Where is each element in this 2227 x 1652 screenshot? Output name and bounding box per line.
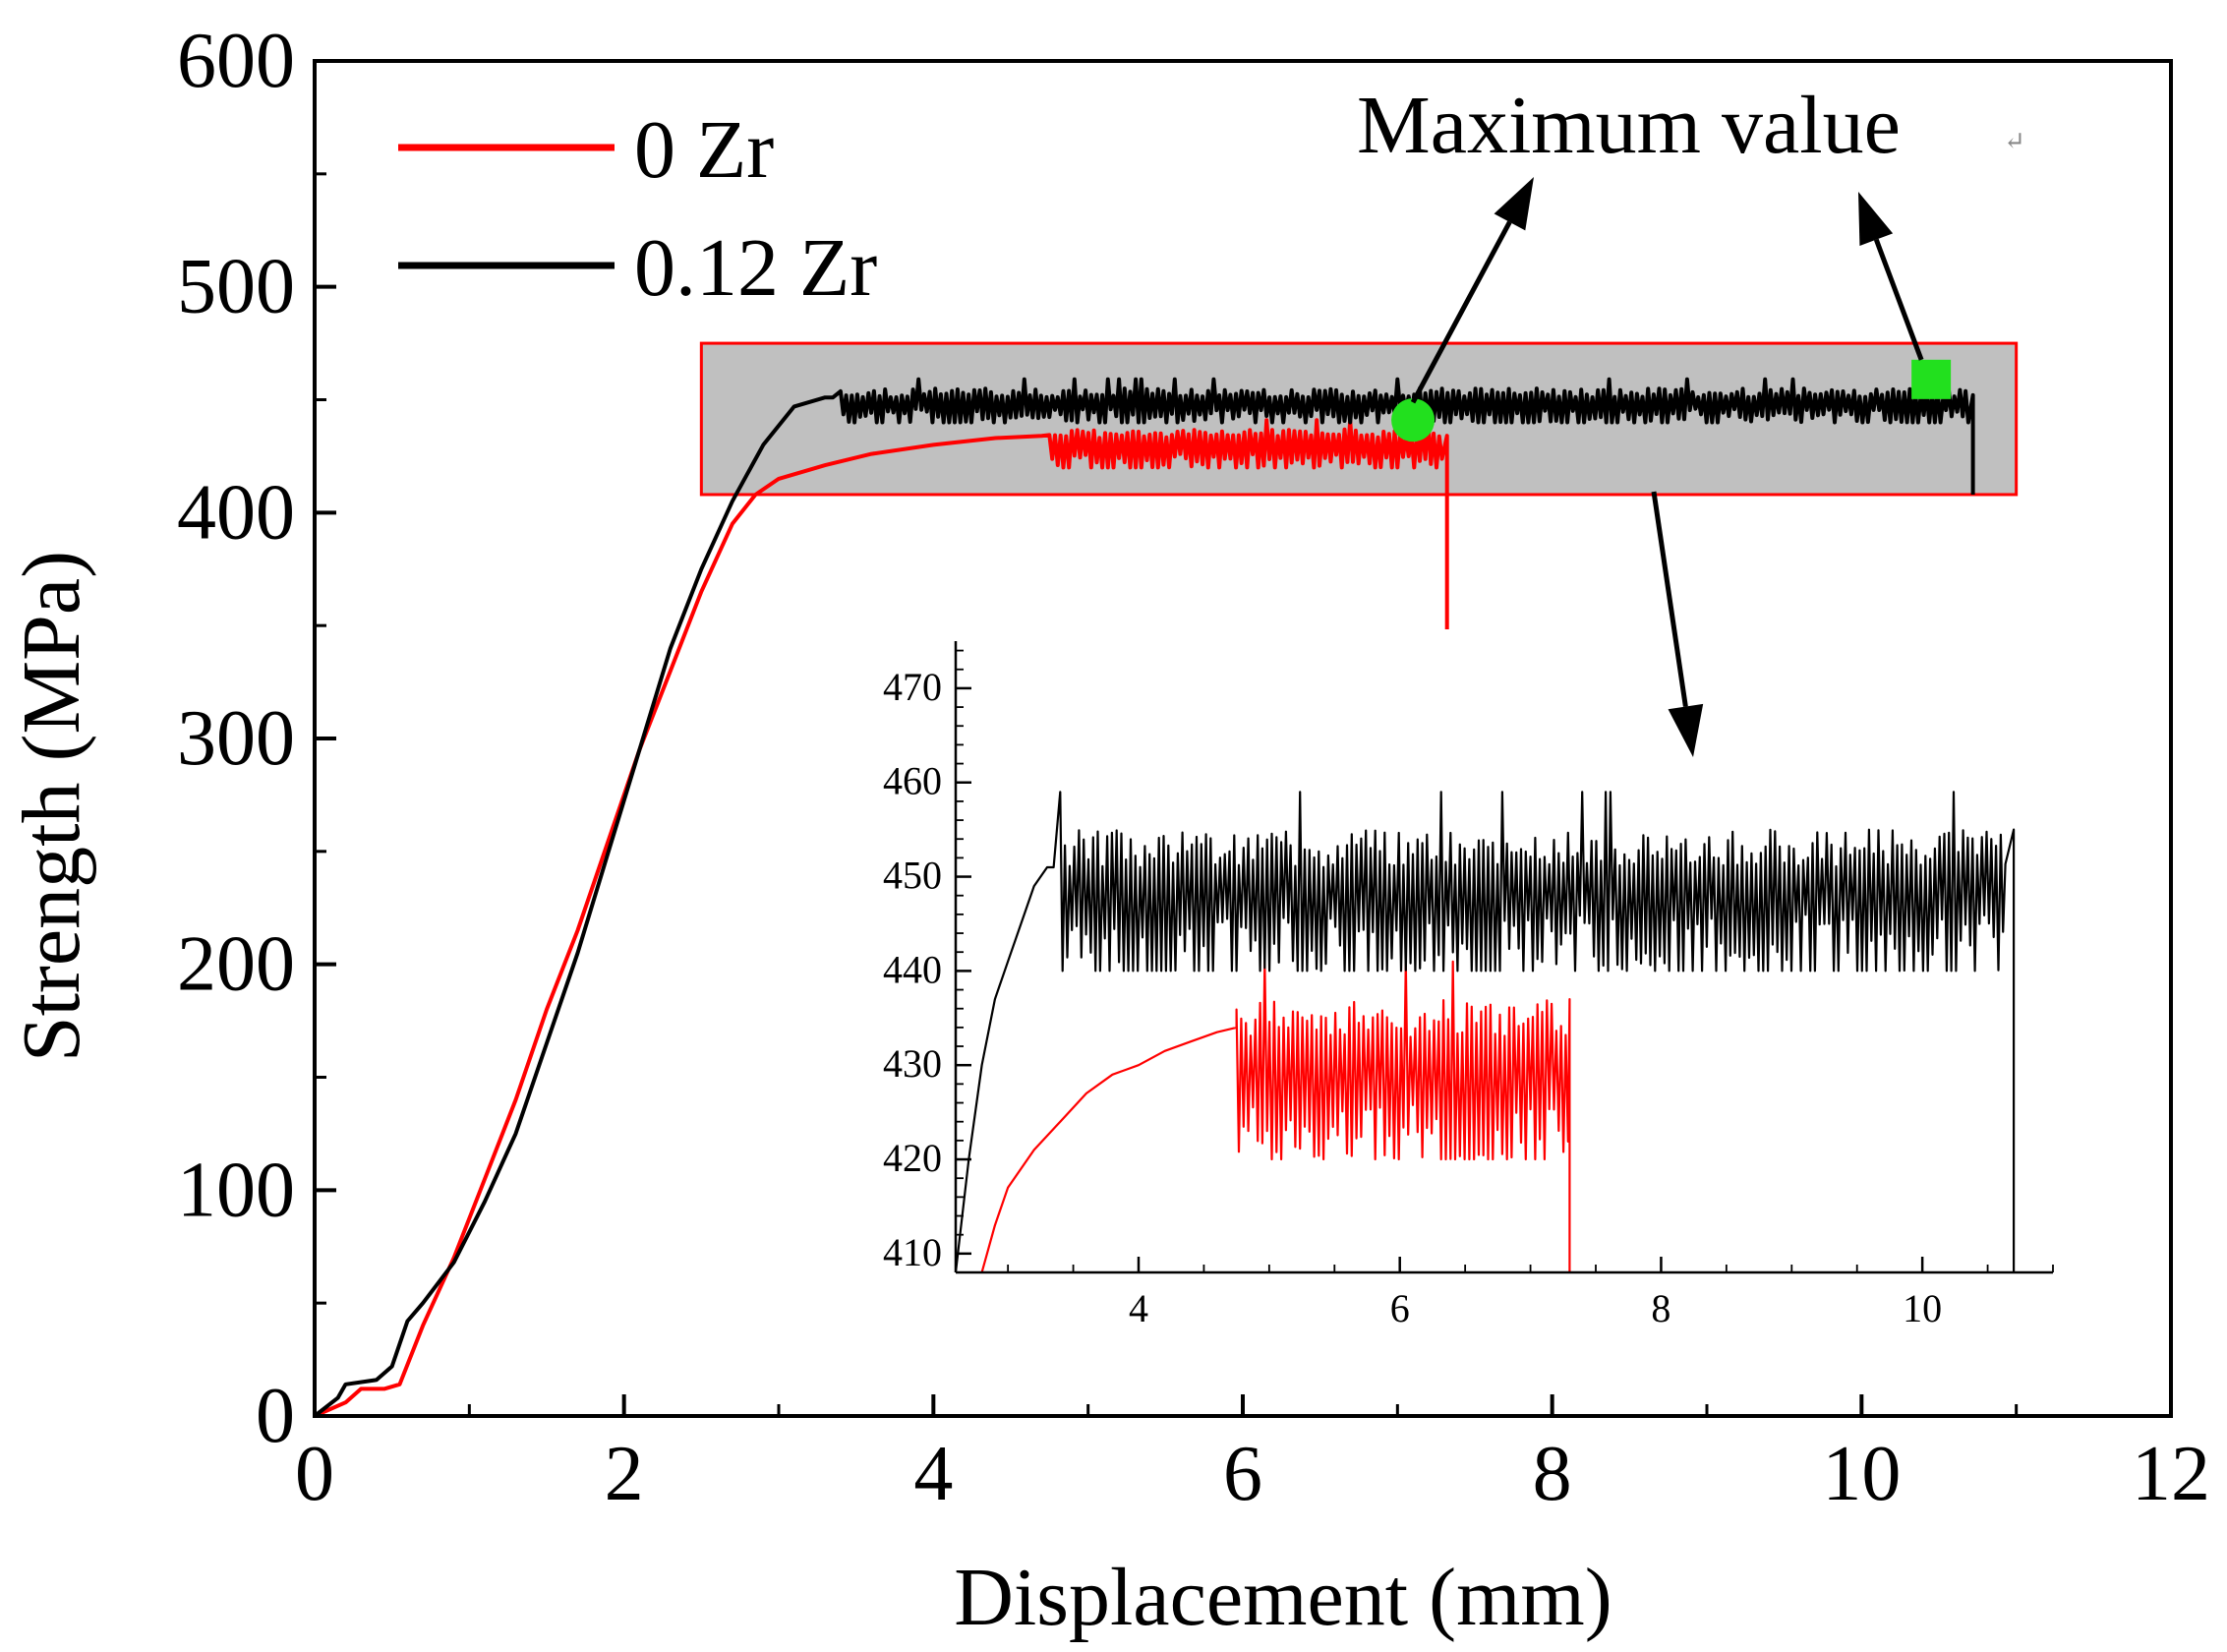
x-tick-label: 12	[2132, 1431, 2210, 1517]
inset-series-line-0-zr	[980, 960, 1571, 1273]
y-axis-label: Strength (MPa)	[6, 551, 97, 1062]
y-tick-label: 600	[177, 18, 295, 104]
arrow-to-square-marker-shaft	[1873, 238, 1924, 361]
inset-y-tick-label: 440	[883, 947, 942, 991]
maximum-value-annotation: Maximum value ↵	[1357, 80, 2025, 171]
inset-y-tick-label: 460	[883, 759, 942, 803]
arrow-to-inset-shaft	[1651, 491, 1688, 707]
inset-x-tick-label: 10	[1903, 1286, 1942, 1330]
y-tick-label: 0	[256, 1373, 295, 1459]
x-tick-label: 10	[1822, 1431, 1901, 1517]
annotation-arrows	[1410, 177, 1924, 757]
inset-y-tick-label: 410	[883, 1230, 942, 1274]
legend: 0 Zr 0.12 Zr	[398, 104, 877, 314]
x-tick-label: 0	[295, 1431, 334, 1517]
inset-y-tick-label: 450	[883, 854, 942, 898]
legend-label-0-zr: 0 Zr	[634, 104, 774, 196]
arrow-to-square-marker-head	[1858, 192, 1894, 247]
main-plot-markers	[1391, 359, 1952, 442]
inset-plot-series	[954, 629, 2053, 1273]
x-axis-label: Displacement (mm)	[954, 1552, 1612, 1643]
main-plot-axes: 0 2 4 6 8 10 12 0 100 200 300 400 500 600	[177, 18, 2210, 1517]
inset-x-tick-label: 4	[1129, 1286, 1148, 1330]
y-tick-label: 100	[177, 1147, 295, 1233]
y-tick-label: 400	[177, 469, 295, 556]
y-tick-label: 500	[177, 244, 295, 330]
annotation-maximum-value: Maximum value	[1357, 80, 1901, 171]
main-series-line-0-zr	[314, 418, 1449, 1418]
x-tick-label: 6	[1223, 1431, 1262, 1517]
inset-series-line-0-12-zr	[954, 791, 2016, 1273]
max-value-marker-square	[1911, 359, 1952, 399]
inset-y-tick-label: 470	[883, 665, 942, 709]
inset-y-tick-label: 420	[883, 1136, 942, 1180]
return-symbol: ↵	[2004, 127, 2025, 155]
inset-x-tick-label: 8	[1651, 1286, 1670, 1330]
x-tick-label: 4	[913, 1431, 953, 1517]
main-plot-series	[313, 377, 1975, 1418]
x-tick-label: 8	[1533, 1431, 1572, 1517]
inset-y-tick-label: 430	[883, 1041, 942, 1086]
y-tick-label: 200	[177, 921, 295, 1008]
legend-label-0-12-zr: 0.12 Zr	[634, 222, 877, 314]
inset-x-tick-label: 6	[1390, 1286, 1410, 1330]
arrow-to-circle-marker-head	[1494, 177, 1534, 231]
arrow-to-circle-marker-shaft	[1410, 220, 1512, 404]
max-value-marker-circle	[1391, 398, 1436, 442]
x-tick-label: 2	[605, 1431, 644, 1517]
arrow-to-inset-head	[1668, 703, 1704, 757]
main-series-line-0-12-zr	[313, 377, 1975, 1418]
inset-plot-axes: 410 420 430 440 450 460 470 4 6 8 10	[883, 641, 2054, 1330]
y-tick-label: 300	[177, 695, 295, 782]
